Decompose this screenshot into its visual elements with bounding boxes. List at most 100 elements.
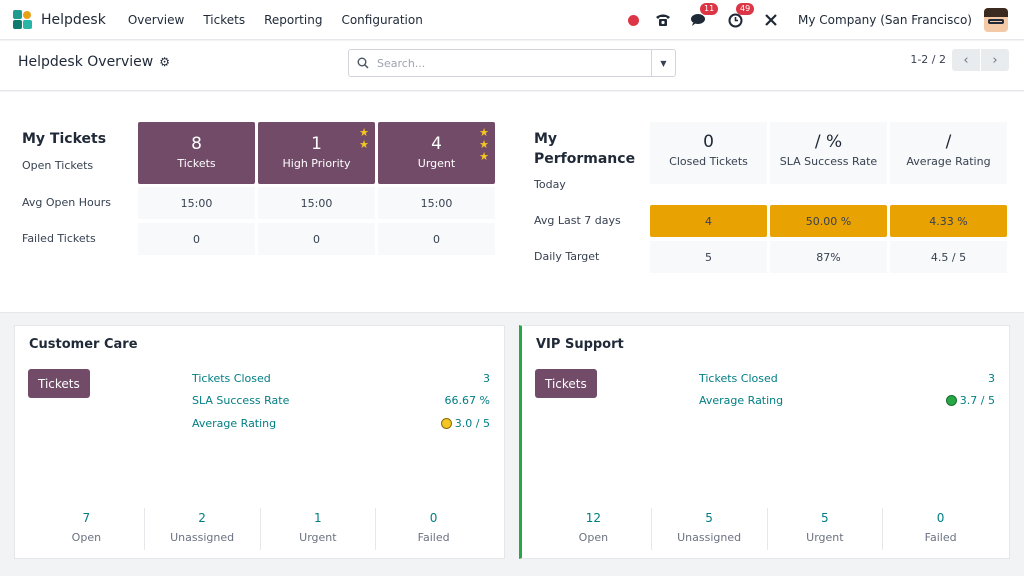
stat-tickets-closed-label[interactable]: Tickets Closed: [192, 372, 271, 385]
tickets-button[interactable]: Tickets: [535, 369, 597, 398]
priority-stars: ★ ★: [359, 127, 369, 151]
happy-face-icon: [945, 395, 957, 406]
chat-icon[interactable]: 11: [690, 3, 719, 29]
footer-open-label: Open: [71, 531, 102, 544]
footer-unassigned-label: Unassigned: [170, 531, 235, 544]
footer-urgent-count: 5: [821, 511, 829, 525]
star-icon: ★: [479, 150, 489, 163]
footer-urgent-count: 1: [314, 511, 322, 525]
team-card-customer-care: Customer Care Tickets Tickets Closed 3 S…: [14, 325, 505, 559]
stat-rating-label[interactable]: Average Rating: [699, 394, 784, 407]
team-card-vip-support: VIP Support Tickets Tickets Closed 3 Ave…: [519, 325, 1010, 559]
clock-icon[interactable]: 49: [726, 3, 755, 29]
perf-average-rating: / Average Rating: [890, 122, 1007, 184]
search-options-toggle[interactable]: ▼: [651, 50, 675, 76]
urgent-stars: ★ ★ ★: [479, 127, 489, 163]
footer-open-count: 12: [585, 511, 602, 525]
last7-closed: 4: [650, 205, 767, 237]
star-icon: ★: [359, 138, 369, 151]
team-footer: 12 Open 5 Unassigned 5 Urgent 0 Failed: [536, 508, 998, 550]
footer-unassigned[interactable]: 5 Unassigned: [652, 508, 768, 550]
tile-high-priority-label: High Priority: [282, 157, 351, 170]
chat-badge: 11: [700, 3, 719, 15]
gear-icon[interactable]: ⚙: [159, 55, 170, 69]
footer-failed-label: Failed: [417, 531, 450, 544]
top-navbar: Helpdesk Overview Tickets Reporting Conf…: [0, 0, 1024, 40]
stat-rating-value: 3.0 / 5: [454, 417, 490, 430]
footer-urgent-label: Urgent: [299, 531, 337, 544]
stat-rating[interactable]: 3.7 / 5: [945, 394, 995, 407]
tile-tickets-count: 8: [191, 134, 202, 154]
star-icon: ★: [479, 138, 489, 151]
row-open-tickets-label: Open Tickets: [22, 159, 94, 172]
stat-rating-value: 3.7 / 5: [959, 394, 995, 407]
footer-urgent[interactable]: 5 Urgent: [768, 508, 884, 550]
row-daily-target-label: Daily Target: [534, 250, 600, 263]
phone-icon[interactable]: [654, 11, 672, 29]
perf-closed-tickets: 0 Closed Tickets: [650, 122, 767, 184]
page-title: Helpdesk Overview ⚙: [18, 54, 170, 70]
failed-urgent[interactable]: 0: [378, 223, 495, 255]
pager-next-button[interactable]: ›: [981, 49, 1009, 71]
footer-unassigned-count: 2: [198, 511, 206, 525]
perf-sla-success: / % SLA Success Rate: [770, 122, 887, 184]
tile-urgent[interactable]: ★ ★ ★ 4 Urgent: [378, 122, 495, 184]
avg-hours-high-priority[interactable]: 15:00: [258, 187, 375, 219]
tools-icon[interactable]: [762, 11, 780, 29]
row-avg-open-hours-label: Avg Open Hours: [22, 196, 111, 209]
avg-hours-tickets[interactable]: 15:00: [138, 187, 255, 219]
perf-sla-value: / %: [814, 132, 843, 152]
stat-rating[interactable]: 3.0 / 5: [440, 417, 490, 430]
app-logo[interactable]: Helpdesk: [13, 9, 106, 30]
last7-sla: 50.00 %: [770, 205, 887, 237]
stat-sla-label[interactable]: SLA Success Rate: [192, 394, 290, 407]
footer-open-count: 7: [82, 511, 91, 525]
control-panel: Helpdesk Overview ⚙ ▼ 1-2 / 2 ‹ ›: [0, 41, 1024, 91]
stat-tickets-closed-label[interactable]: Tickets Closed: [699, 372, 778, 385]
stat-sla-value[interactable]: 66.67 %: [444, 394, 490, 407]
search-input[interactable]: [377, 56, 637, 70]
stat-tickets-closed-value[interactable]: 3: [988, 372, 995, 385]
tile-tickets[interactable]: 8 Tickets: [138, 122, 255, 184]
target-rating: 4.5 / 5: [890, 241, 1007, 273]
pager-previous-button[interactable]: ‹: [952, 49, 980, 71]
tile-high-priority[interactable]: ★ ★ 1 High Priority: [258, 122, 375, 184]
menu-reporting[interactable]: Reporting: [264, 12, 323, 27]
page-title-text: Helpdesk Overview: [18, 54, 154, 70]
footer-failed[interactable]: 0 Failed: [883, 508, 998, 550]
footer-open-label: Open: [578, 531, 609, 544]
menu-tickets[interactable]: Tickets: [203, 12, 246, 27]
row-today-label: Today: [534, 178, 566, 191]
footer-failed-count: 0: [936, 511, 945, 525]
perf-closed-label: Closed Tickets: [669, 155, 748, 168]
footer-unassigned-count: 5: [705, 511, 713, 525]
failed-tickets[interactable]: 0: [138, 223, 255, 255]
tickets-button[interactable]: Tickets: [28, 369, 90, 398]
footer-open[interactable]: 7 Open: [29, 508, 145, 550]
perf-sla-label: SLA Success Rate: [779, 155, 878, 168]
menu-configuration[interactable]: Configuration: [341, 12, 423, 27]
team-title: VIP Support: [536, 337, 624, 352]
stat-rating-label[interactable]: Average Rating: [192, 417, 277, 430]
row-failed-tickets-label: Failed Tickets: [22, 232, 96, 245]
star-icon: ★: [359, 126, 369, 139]
footer-open[interactable]: 12 Open: [536, 508, 652, 550]
menu-overview[interactable]: Overview: [127, 12, 185, 27]
footer-failed-count: 0: [429, 511, 438, 525]
footer-failed-label: Failed: [924, 531, 957, 544]
footer-failed[interactable]: 0 Failed: [376, 508, 491, 550]
pager-value[interactable]: 1-2 / 2: [910, 53, 946, 66]
user-avatar[interactable]: [984, 8, 1008, 32]
avg-hours-urgent[interactable]: 15:00: [378, 187, 495, 219]
last7-rating: 4.33 %: [890, 205, 1007, 237]
company-switcher[interactable]: My Company (San Francisco): [798, 13, 972, 27]
failed-high-priority[interactable]: 0: [258, 223, 375, 255]
chevron-right-icon: ›: [992, 52, 998, 68]
activity-badge: 49: [736, 3, 755, 15]
footer-unassigned[interactable]: 2 Unassigned: [145, 508, 261, 550]
footer-urgent[interactable]: 1 Urgent: [261, 508, 377, 550]
neutral-face-icon: [440, 418, 452, 429]
stat-tickets-closed-value[interactable]: 3: [483, 372, 490, 385]
status-dot-icon[interactable]: [628, 14, 640, 26]
star-icon: ★: [479, 126, 489, 139]
